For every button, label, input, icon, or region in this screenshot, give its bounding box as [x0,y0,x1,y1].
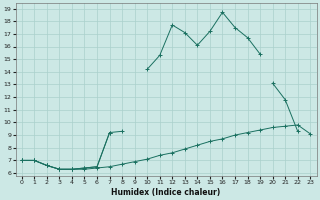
X-axis label: Humidex (Indice chaleur): Humidex (Indice chaleur) [111,188,221,197]
